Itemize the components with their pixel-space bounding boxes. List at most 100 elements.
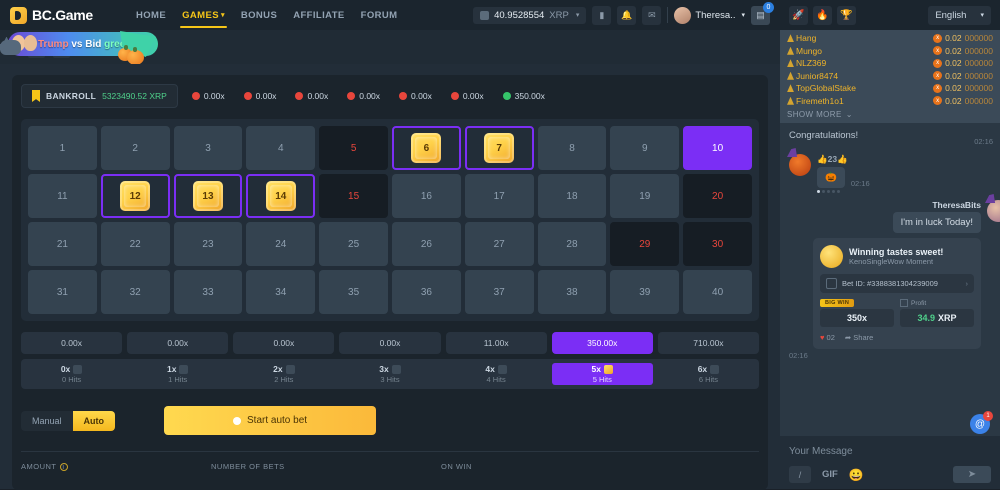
keno-tile[interactable]: 4 bbox=[246, 126, 316, 170]
message-timestamp: 02:16 bbox=[850, 179, 870, 188]
bell-icon[interactable]: 🔔 bbox=[617, 5, 637, 25]
like-button[interactable]: ♥ 02 bbox=[820, 333, 835, 342]
gif-button[interactable]: GIF bbox=[822, 469, 838, 480]
keno-tile[interactable]: 8 bbox=[537, 126, 607, 170]
avatar[interactable] bbox=[985, 194, 1000, 222]
keno-tile[interactable]: 35 bbox=[319, 270, 388, 314]
mention-button[interactable]: @ 1 bbox=[970, 411, 993, 434]
keno-tile[interactable]: 30 bbox=[683, 222, 752, 266]
gem-icon bbox=[179, 364, 189, 374]
message-bubble: I'm in luck Today! bbox=[892, 212, 981, 233]
keno-tile-number: 1 bbox=[59, 142, 66, 154]
keno-tile[interactable]: 6 bbox=[392, 126, 461, 170]
keno-tile-number: 21 bbox=[56, 238, 68, 250]
keno-tile[interactable]: 25 bbox=[319, 222, 388, 266]
language-selector[interactable]: English ▾ bbox=[928, 5, 991, 25]
coin-icon: x bbox=[933, 33, 943, 43]
keno-tile[interactable]: 9 bbox=[610, 126, 680, 170]
keno-tile[interactable]: 11 bbox=[28, 174, 97, 218]
keno-tile[interactable]: 37 bbox=[464, 270, 534, 314]
user-menu[interactable]: Theresa.. ▾ bbox=[674, 6, 745, 24]
keno-tile[interactable]: 7 bbox=[464, 126, 534, 170]
nav-item-home[interactable]: HOME bbox=[136, 9, 167, 21]
keno-tile[interactable]: 14 bbox=[246, 174, 316, 218]
keno-tile[interactable]: 1 bbox=[28, 126, 97, 170]
keno-tile-number: 37 bbox=[493, 286, 505, 298]
keno-tile[interactable]: 15 bbox=[319, 174, 388, 218]
keno-tile[interactable]: 2 bbox=[100, 126, 170, 170]
keno-tile[interactable]: 34 bbox=[246, 270, 316, 314]
keno-tile[interactable]: 39 bbox=[610, 270, 680, 314]
keno-tile[interactable]: 27 bbox=[464, 222, 534, 266]
wallet-icon[interactable]: ▮ bbox=[592, 5, 612, 25]
message-input[interactable]: Your Message bbox=[789, 446, 853, 457]
leaderboard-row[interactable]: Firemeth1o1 x 0.02 000000 bbox=[787, 95, 993, 108]
leaderboard-row[interactable]: NLZ369 x 0.02 000000 bbox=[787, 57, 993, 70]
gem-icon: 6 bbox=[411, 133, 442, 163]
avatar[interactable] bbox=[787, 148, 811, 176]
coin-icon: x bbox=[933, 46, 943, 56]
nav-item-affiliate[interactable]: AFFILIATE bbox=[293, 9, 345, 21]
nav-item-games[interactable]: GAMES ▾ bbox=[180, 0, 227, 30]
keno-tile[interactable]: 18 bbox=[537, 174, 607, 218]
payout-hit: 2x 2 Hits bbox=[233, 363, 334, 385]
brand-logo[interactable]: BC.Game bbox=[10, 6, 120, 24]
leaderboard-row[interactable]: Junior8474 x 0.02 000000 bbox=[787, 70, 993, 83]
keno-tile[interactable]: 12 bbox=[100, 174, 170, 218]
chevron-down-icon[interactable]: ▾ bbox=[575, 12, 580, 19]
keno-tile[interactable]: 24 bbox=[246, 222, 316, 266]
keno-tile[interactable]: 31 bbox=[28, 270, 97, 314]
payout-hit: 0x 0 Hits bbox=[21, 363, 122, 385]
bankroll-box[interactable]: BANKROLL 5323490.52 XRP bbox=[21, 84, 178, 108]
chat-toggle-button[interactable]: ▤ 0 bbox=[751, 1, 774, 25]
keno-tile[interactable]: 5 bbox=[319, 126, 388, 170]
keno-tile[interactable]: 33 bbox=[173, 270, 243, 314]
keno-tile[interactable]: 19 bbox=[610, 174, 680, 218]
show-more-button[interactable]: SHOW MORE ⌄ bbox=[787, 110, 993, 119]
keno-tile[interactable]: 16 bbox=[392, 174, 461, 218]
gem-icon: 13 bbox=[192, 181, 223, 211]
emoji-icon[interactable]: 😀 bbox=[848, 467, 864, 482]
logo-icon bbox=[10, 6, 27, 24]
nav-item-bonus[interactable]: BONUS bbox=[240, 9, 278, 21]
keno-tile[interactable]: 22 bbox=[100, 222, 170, 266]
bet-share-card[interactable]: Winning tastes sweet! KenoSingleWow Mome… bbox=[813, 238, 981, 349]
keno-tile[interactable]: 23 bbox=[173, 222, 243, 266]
bet-id-row[interactable]: Bet ID: #3388381304239009 › bbox=[820, 274, 974, 293]
share-button[interactable]: ➦ Share bbox=[844, 333, 874, 342]
keno-tile[interactable]: 32 bbox=[100, 270, 170, 314]
mode-manual-button[interactable]: Manual bbox=[32, 415, 62, 426]
keno-tile[interactable]: 38 bbox=[537, 270, 607, 314]
keno-tile[interactable]: 13 bbox=[173, 174, 243, 218]
keno-tile[interactable]: 36 bbox=[392, 270, 461, 314]
keno-tile[interactable]: 10 bbox=[683, 126, 752, 170]
leaderboard-row[interactable]: Mungo x 0.02 000000 bbox=[787, 45, 993, 58]
keno-tile[interactable]: 3 bbox=[173, 126, 243, 170]
message-username[interactable]: TheresaBits bbox=[932, 200, 981, 210]
send-button[interactable]: ➤ bbox=[953, 466, 991, 483]
mode-auto-button[interactable]: Auto bbox=[72, 410, 116, 431]
keno-tile[interactable]: 40 bbox=[683, 270, 752, 314]
info-icon[interactable]: i bbox=[59, 462, 68, 471]
rocket-icon[interactable]: 🚀 bbox=[789, 5, 808, 25]
keno-tile[interactable]: 26 bbox=[392, 222, 461, 266]
keno-tile[interactable]: 20 bbox=[683, 174, 752, 218]
keno-tile-number: 8 bbox=[569, 142, 575, 154]
fire-icon[interactable]: 🔥 bbox=[813, 5, 832, 25]
brand-name: BC.Game bbox=[32, 7, 93, 23]
start-auto-bet-button[interactable]: Start auto bet bbox=[164, 406, 377, 435]
keno-tile[interactable]: 28 bbox=[537, 222, 607, 266]
keno-tile[interactable]: 21 bbox=[28, 222, 97, 266]
hit-multiplier-label: 4x bbox=[485, 364, 495, 374]
keno-tile[interactable]: 29 bbox=[610, 222, 680, 266]
mail-icon[interactable]: ✉ bbox=[642, 5, 662, 25]
bankroll-value: 5323490.52 XRP bbox=[102, 91, 167, 101]
balance-display[interactable]: 40.9528554 XRP ▾ bbox=[473, 6, 587, 24]
trophy-icon[interactable]: 🏆 bbox=[837, 5, 856, 25]
leaderboard-row[interactable]: TopGlobalStake x 0.02 000000 bbox=[787, 82, 993, 95]
gem-icon bbox=[604, 364, 613, 374]
keno-tile[interactable]: 17 bbox=[464, 174, 534, 218]
slash-command-icon[interactable]: / bbox=[789, 466, 811, 483]
nav-item-forum[interactable]: FORUM bbox=[360, 9, 398, 21]
leaderboard-row[interactable]: Hang x 0.02 000000 bbox=[787, 32, 993, 45]
